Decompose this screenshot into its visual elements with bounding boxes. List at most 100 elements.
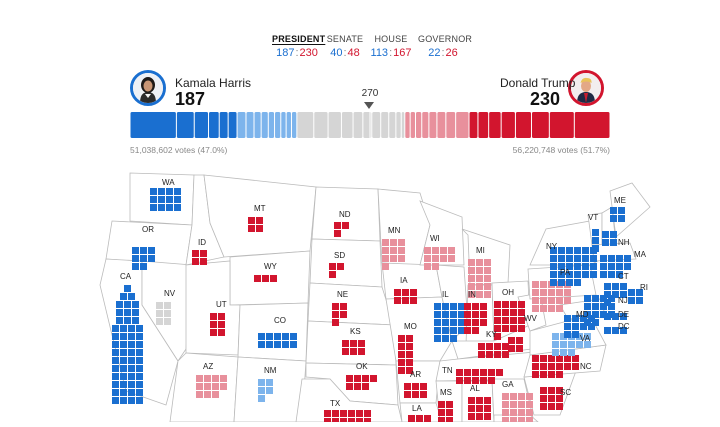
state-label-mo[interactable]: MO — [404, 322, 417, 331]
state-label-sd[interactable]: SD — [334, 251, 345, 260]
state-cell-nc — [572, 355, 579, 362]
state-label-ma[interactable]: MA — [634, 250, 647, 259]
state-label-ut[interactable]: UT — [216, 300, 227, 309]
state-cell-ga — [502, 417, 509, 424]
state-cell-il — [450, 303, 457, 310]
state-cell-al — [476, 397, 483, 404]
state-cell-pa — [556, 289, 563, 296]
state-label-nh[interactable]: NH — [618, 238, 630, 247]
state-cell-mo — [406, 343, 413, 350]
state-label-va[interactable]: VA — [580, 334, 591, 343]
tab-senate[interactable]: SENATE 40:48 — [325, 34, 365, 59]
state-label-ri[interactable]: RI — [640, 283, 648, 292]
state-label-me[interactable]: ME — [614, 196, 626, 205]
state-label-tx[interactable]: TX — [330, 399, 341, 408]
state-label-nj[interactable]: NJ — [618, 296, 628, 305]
tab-president[interactable]: PRESIDENT 187:230 — [272, 34, 325, 59]
state-cell-pa — [532, 289, 539, 296]
state-cell-wy — [254, 275, 261, 282]
state-label-nc[interactable]: NC — [580, 362, 592, 371]
state-label-mt[interactable]: MT — [254, 204, 266, 213]
tab-house[interactable]: HOUSE 113:167 — [370, 34, 412, 59]
state-label-la[interactable]: LA — [412, 404, 422, 413]
state-label-ia[interactable]: IA — [400, 276, 408, 285]
state-cell-wa — [174, 196, 181, 203]
state-cell-nj — [608, 311, 615, 318]
bar-segment-uncalled — [314, 112, 328, 138]
state-label-tn[interactable]: TN — [442, 366, 453, 375]
state-label-wy[interactable]: WY — [264, 262, 278, 271]
state-label-ok[interactable]: OK — [356, 362, 368, 371]
state-cell-sc — [548, 395, 555, 402]
state-cell-mn — [382, 247, 389, 254]
state-label-vt[interactable]: VT — [588, 213, 598, 222]
state-cell-ms — [438, 409, 445, 416]
state-cell-ca — [132, 317, 139, 324]
state-cell-ia — [394, 289, 401, 296]
state-cell-in — [472, 327, 479, 334]
state-cell-mo — [398, 367, 405, 374]
state-cell-ma — [608, 255, 615, 262]
state-label-mn[interactable]: MN — [388, 226, 401, 235]
state-label-il[interactable]: IL — [442, 290, 449, 299]
state-label-nm[interactable]: NM — [264, 366, 277, 375]
state-cell-ny — [566, 247, 573, 254]
state-cell-ky — [478, 343, 485, 350]
state-label-ar[interactable]: AR — [410, 370, 421, 379]
state-label-id[interactable]: ID — [198, 238, 206, 247]
state-cell-ar — [420, 391, 427, 398]
state-cell-ma — [616, 271, 623, 278]
tab-governor[interactable]: GOVERNOR 22:26 — [418, 34, 472, 59]
state-label-pa[interactable]: PA — [560, 268, 571, 277]
bar-segment-dem-leaning — [286, 112, 291, 138]
state-label-or[interactable]: OR — [142, 225, 154, 234]
state-label-wv[interactable]: WV — [524, 314, 538, 323]
state-label-az[interactable]: AZ — [203, 362, 213, 371]
state-cell-az — [212, 383, 219, 390]
bar-segment-rep-leaning — [437, 112, 446, 138]
state-label-ca[interactable]: CA — [120, 272, 132, 281]
state-label-sc[interactable]: SC — [560, 388, 571, 397]
state-cell-ne — [340, 311, 347, 318]
bar-segment-dem-leaning — [275, 112, 281, 138]
state-cell-ca — [136, 373, 143, 380]
state-label-ky[interactable]: KY — [486, 330, 497, 339]
state-label-mi[interactable]: MI — [476, 246, 485, 255]
state-label-co[interactable]: CO — [274, 316, 286, 325]
state-label-ms[interactable]: MS — [440, 388, 452, 397]
state-label-wi[interactable]: WI — [430, 234, 440, 243]
state-label-ga[interactable]: GA — [502, 380, 514, 389]
state-cell-wa — [158, 188, 165, 195]
state-label-dc[interactable]: DC — [618, 322, 630, 331]
state-cell-tx — [324, 410, 331, 417]
state-cell-va — [576, 341, 583, 348]
state-cell-ne — [332, 319, 339, 326]
state-cell-ri — [628, 289, 635, 296]
state-label-nv[interactable]: NV — [164, 289, 176, 298]
state-cell-mt — [256, 225, 263, 232]
state-label-ct[interactable]: CT — [618, 272, 629, 281]
state-label-ks[interactable]: KS — [350, 327, 361, 336]
state-label-ne[interactable]: NE — [337, 290, 348, 299]
state-cell-wi — [424, 263, 431, 270]
state-cell-ma — [600, 263, 607, 270]
state-cell-co — [274, 333, 281, 340]
state-label-oh[interactable]: OH — [502, 288, 514, 297]
state-cell-ut — [210, 329, 217, 336]
state-cell-oh — [502, 325, 509, 332]
state-cell-md — [572, 323, 579, 330]
state-label-ny[interactable]: NY — [546, 242, 558, 251]
state-cell-va — [584, 333, 591, 340]
state-label-al[interactable]: AL — [470, 384, 480, 393]
state-cell-ca — [128, 365, 135, 372]
state-cell-oh — [518, 325, 525, 332]
state-label-wa[interactable]: WA — [162, 178, 175, 187]
state-label-de[interactable]: DE — [618, 310, 629, 319]
state-label-in[interactable]: IN — [468, 290, 476, 299]
state-cell-nm — [258, 379, 265, 386]
state-outline-co — [237, 302, 309, 362]
bar-segment-rep-called — [531, 112, 549, 138]
state-label-md[interactable]: MD — [576, 310, 589, 319]
state-label-nd[interactable]: ND — [339, 210, 351, 219]
state-cell-ky — [486, 351, 493, 358]
